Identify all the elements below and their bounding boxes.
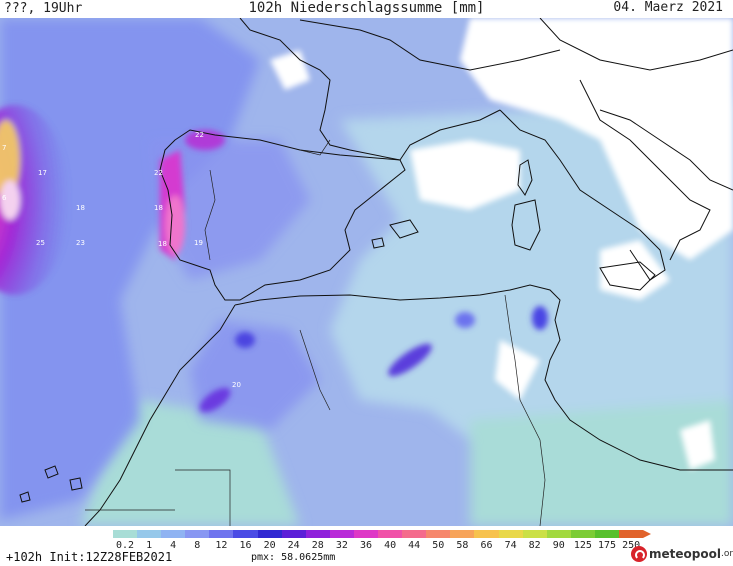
color-scale-tick-label: 12 xyxy=(215,540,228,551)
color-scale-segment xyxy=(570,530,595,538)
color-scale-tick-label: 50 xyxy=(432,540,445,551)
value-label: 18 xyxy=(154,204,163,212)
color-scale-tick-label: 58 xyxy=(456,540,469,551)
color-scale-segment xyxy=(426,530,451,538)
color-scale-tick-label: 28 xyxy=(311,540,324,551)
color-scale-tick-label: 74 xyxy=(504,540,517,551)
color-scale-tick-label: 250 xyxy=(622,540,641,551)
color-scale-tick-label: 0.2 xyxy=(115,540,135,551)
map-header: ???, 19Uhr 102h Niederschlagssumme [mm] … xyxy=(0,0,733,18)
color-scale-segment xyxy=(209,530,234,538)
color-scale-segment xyxy=(618,530,644,538)
value-label: 18 xyxy=(76,204,85,212)
color-scale-segment xyxy=(498,530,523,538)
value-labels: 7 6 17 18 25 23 22 22 18 18 19 20 xyxy=(2,131,241,389)
value-label: 18 xyxy=(158,240,167,248)
color-scale-tick-label: 44 xyxy=(408,540,421,551)
color-scale-segment xyxy=(594,530,619,538)
value-label: 23 xyxy=(76,239,85,247)
map-title: 102h Niederschlagssumme [mm] xyxy=(248,0,485,16)
color-scale-segment xyxy=(402,530,427,538)
init-time-label: +102h Init:12Z28FEB2021 xyxy=(6,550,173,564)
meteopool-brand[interactable]: meteopool .org xyxy=(631,546,733,562)
brand-name: meteopool xyxy=(649,547,721,561)
value-label: 25 xyxy=(36,239,45,247)
color-scale-tick-label: 16 xyxy=(239,540,252,551)
coastlines xyxy=(19,18,733,526)
brand-suffix: .org xyxy=(720,549,733,559)
value-label: 6 xyxy=(2,194,7,202)
precipitation-map: 7 6 17 18 25 23 22 22 18 18 19 20 xyxy=(0,18,733,526)
heavy-precip-cores xyxy=(0,105,548,413)
color-scale-segment xyxy=(257,530,282,538)
color-scale-tip xyxy=(643,530,652,538)
color-scale-tick-label: 20 xyxy=(263,540,276,551)
color-scale-tick-label: 82 xyxy=(528,540,541,551)
color-scale-tick-label: 90 xyxy=(552,540,565,551)
color-scale-segment xyxy=(546,530,571,538)
country-borders xyxy=(85,139,546,526)
color-scale-segment xyxy=(353,530,379,538)
color-scale-segment xyxy=(378,530,403,538)
color-scale-segment xyxy=(522,530,547,538)
color-scale-segment xyxy=(137,530,162,538)
value-label: 22 xyxy=(154,169,163,177)
color-scale-segment xyxy=(281,530,306,538)
value-label: 20 xyxy=(232,381,241,389)
value-label: 17 xyxy=(38,169,47,177)
color-scale-segment xyxy=(329,530,354,538)
color-scale-tick-label: 8 xyxy=(194,540,201,551)
color-scale-tick-label: 125 xyxy=(573,540,592,551)
color-scale-tick-label: 1 xyxy=(146,540,153,551)
value-label: 22 xyxy=(195,131,204,139)
color-scale-segment xyxy=(113,530,138,538)
color-scale-segment xyxy=(233,530,258,538)
color-scale-segment xyxy=(474,530,499,538)
color-scale-segment xyxy=(450,530,475,538)
color-scale-tick-label: 36 xyxy=(359,540,373,551)
meteopool-logo-icon xyxy=(631,546,647,562)
map-canvas: 7 6 17 18 25 23 22 22 18 18 19 20 xyxy=(0,18,733,526)
value-label: 7 xyxy=(2,144,6,152)
valid-date-label: 04. Maerz 2021 xyxy=(613,0,723,15)
color-scale-tick-label: 40 xyxy=(384,540,397,551)
color-scale-tick-label: 24 xyxy=(287,540,300,551)
color-scale-segment xyxy=(161,530,186,538)
max-precip-label: pmx: 58.0625mm xyxy=(251,552,336,563)
color-scale-segment xyxy=(185,530,210,538)
color-scale-tick-label: 32 xyxy=(335,540,348,551)
color-scale-tick-label: 4 xyxy=(170,540,177,551)
color-scale-segment xyxy=(305,530,330,538)
precip-color-scale xyxy=(113,530,644,538)
value-label: 19 xyxy=(194,239,203,247)
color-scale-tick-label: 66 xyxy=(480,540,493,551)
valid-time-label: ???, 19Uhr xyxy=(4,1,83,16)
color-scale-tick-label: 175 xyxy=(597,540,617,551)
